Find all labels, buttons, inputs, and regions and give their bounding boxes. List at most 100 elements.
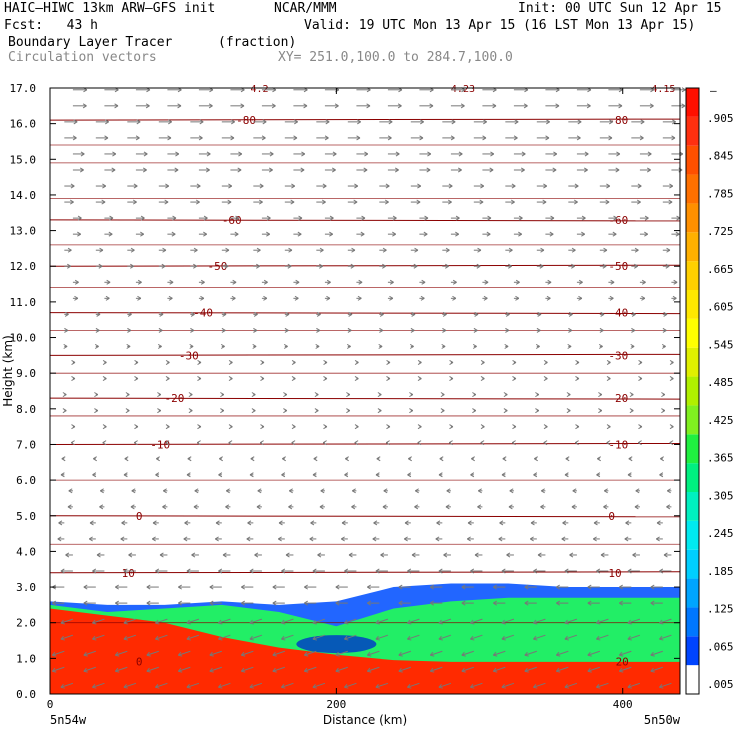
vector-arrowhead bbox=[137, 295, 142, 301]
vector-arrowhead bbox=[457, 167, 462, 173]
vector-arrowhead bbox=[650, 600, 655, 606]
y-tick-label: 4.0 bbox=[16, 545, 36, 558]
vector-arrowhead bbox=[120, 536, 125, 542]
vector-arrowhead bbox=[361, 215, 366, 221]
vector-arrow bbox=[627, 634, 641, 640]
vector-arrowhead bbox=[436, 520, 441, 526]
vector-arrowhead bbox=[420, 119, 424, 125]
vector-arrowhead bbox=[315, 343, 320, 349]
vector-arrowhead bbox=[537, 552, 542, 558]
vector-arrowhead bbox=[533, 568, 538, 574]
vector-arrowhead bbox=[659, 472, 664, 478]
vector-arrowhead bbox=[512, 359, 517, 365]
vector-arrowhead bbox=[321, 199, 326, 205]
vector-arrow bbox=[619, 666, 632, 672]
colorbar-swatch bbox=[686, 88, 699, 117]
vector-arrowhead bbox=[524, 651, 529, 657]
vector-arrow bbox=[344, 618, 357, 624]
vector-arrowhead bbox=[134, 424, 139, 430]
vector-arrowhead bbox=[442, 311, 447, 317]
vector-arrowhead bbox=[197, 359, 202, 365]
vector-arrowhead bbox=[502, 456, 507, 462]
vector-arrowhead bbox=[676, 215, 681, 221]
vector-arrowhead bbox=[249, 683, 254, 689]
vector-arrowhead bbox=[592, 536, 597, 542]
vector-arrowhead bbox=[574, 440, 579, 446]
vector-arrowhead bbox=[127, 311, 132, 317]
vector-arrowhead bbox=[188, 408, 193, 414]
vector-arrowhead bbox=[477, 504, 482, 510]
vector-arrowhead bbox=[224, 263, 229, 269]
vector-arrowhead bbox=[451, 119, 456, 125]
vector-arrowhead bbox=[515, 295, 520, 301]
vector-arrowhead bbox=[575, 376, 580, 382]
vector-arrowhead bbox=[503, 408, 508, 414]
vector-arrowhead bbox=[186, 683, 191, 689]
vector-arrowhead bbox=[577, 119, 582, 125]
y-tick-label: 6.0 bbox=[16, 474, 36, 487]
vector-arrowhead bbox=[671, 135, 676, 141]
vector-arrowhead bbox=[263, 295, 268, 301]
y-tick-label: 10.0 bbox=[10, 332, 37, 345]
vector-arrow bbox=[564, 618, 578, 624]
vector-arrowhead bbox=[460, 103, 465, 109]
vector-arrowhead bbox=[209, 667, 214, 673]
x-end-label-left: 5n54w bbox=[50, 713, 87, 727]
vector-arrowhead bbox=[514, 119, 519, 125]
vector-arrowhead bbox=[524, 584, 529, 590]
vector-arrowhead bbox=[256, 504, 261, 510]
vector-arrowhead bbox=[283, 392, 288, 398]
vector-arrowhead bbox=[397, 103, 402, 109]
vector-arrow bbox=[556, 650, 569, 656]
vector-arrowhead bbox=[123, 472, 128, 478]
vector-arrowhead bbox=[635, 488, 640, 494]
vector-arrowhead bbox=[335, 651, 340, 657]
vector-arrow bbox=[52, 650, 65, 656]
vector-arrow bbox=[52, 666, 65, 672]
vector-arrow bbox=[596, 618, 609, 624]
vector-arrowhead bbox=[509, 488, 514, 494]
vector-arrowhead bbox=[114, 667, 120, 673]
vector-arrowhead bbox=[354, 440, 359, 446]
vector-arrowhead bbox=[445, 247, 450, 253]
vector-arrowhead bbox=[637, 183, 642, 189]
vector-arrowhead bbox=[549, 231, 554, 237]
vector-arrowhead bbox=[155, 619, 160, 625]
vector-arrow bbox=[178, 666, 191, 672]
vector-arrow bbox=[470, 618, 483, 624]
vector-arrowhead bbox=[636, 199, 641, 205]
vector-arrowhead bbox=[435, 536, 440, 542]
vector-arrowhead bbox=[438, 568, 443, 574]
vector-arrowhead bbox=[608, 135, 613, 141]
header-line4-left: Circulation vectors bbox=[8, 50, 157, 65]
vector-arrowhead bbox=[246, 536, 251, 542]
colorbar-label: .065 bbox=[707, 640, 734, 653]
vector-arrowhead bbox=[319, 504, 324, 510]
vector-arrowhead bbox=[455, 231, 460, 237]
vector-arrowhead bbox=[546, 295, 551, 301]
vector-arrowhead bbox=[480, 183, 485, 189]
vector-arrowhead bbox=[627, 635, 632, 641]
vector-arrowhead bbox=[619, 584, 624, 590]
vector-arrowhead bbox=[313, 456, 318, 462]
vector-arrowhead bbox=[586, 103, 591, 109]
vector-arrowhead bbox=[366, 651, 372, 657]
vector-arrowhead bbox=[372, 536, 377, 542]
vector-arrowhead bbox=[168, 119, 172, 125]
vector-arrowhead bbox=[260, 359, 265, 365]
vector-arrowhead bbox=[115, 600, 120, 606]
isotherm-label: 0 bbox=[608, 510, 615, 523]
vector-arrowhead bbox=[672, 295, 677, 301]
vector-arrowhead bbox=[140, 215, 145, 221]
vector-arrowhead bbox=[403, 536, 408, 542]
vector-arrowhead bbox=[260, 376, 265, 382]
isotherm-label: -60 bbox=[608, 214, 628, 227]
colorbar-label: .185 bbox=[707, 565, 734, 578]
vector-arrowhead bbox=[288, 247, 293, 253]
vector-arrowhead bbox=[669, 183, 674, 189]
vector-arrowhead bbox=[596, 683, 601, 689]
vector-arrowhead bbox=[584, 151, 589, 157]
vector-arrowhead bbox=[662, 327, 667, 333]
vector-arrowhead bbox=[581, 215, 586, 221]
